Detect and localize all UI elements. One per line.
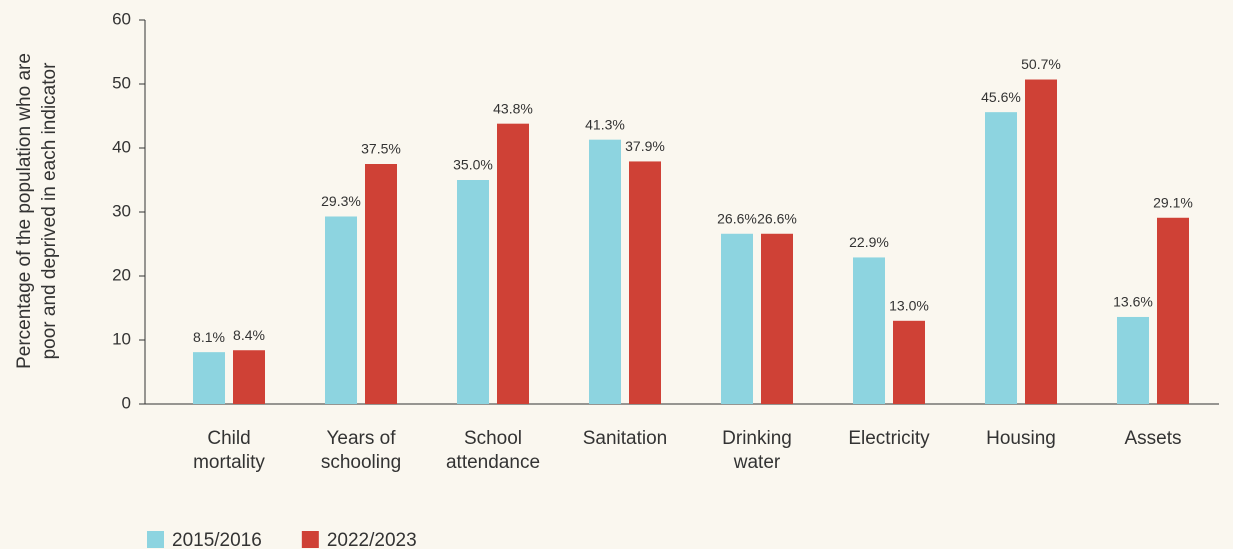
value-label: 8.4% [233,327,265,343]
y-tick-label: 0 [122,393,131,412]
legend-label: 2015/2016 [172,530,262,549]
x-tick-label: School attendance [445,428,541,473]
value-label: 45.6% [981,89,1021,105]
x-tick-label: Sanitation [582,428,668,449]
value-label: 41.3% [585,116,625,132]
value-label: 43.8% [493,100,533,116]
bar [1117,316,1149,404]
bar [1157,217,1189,404]
value-label: 8.1% [193,329,225,345]
y-tick-label: 20 [112,265,131,284]
x-tick-label: Assets [1124,428,1182,449]
bar [365,164,397,404]
bar [497,123,529,405]
value-label: 29.3% [321,193,361,209]
bar [853,257,885,404]
y-tick-label: 60 [112,9,131,28]
value-label: 26.6% [757,210,797,226]
x-tick-label: Child mortality [193,428,265,473]
x-tick-label: Housing [986,428,1056,449]
bar [325,216,357,404]
bar [761,233,793,404]
y-axis-label: Percentage of the population who are poo… [14,53,60,369]
bar [1025,79,1057,405]
value-label: 50.7% [1021,56,1061,72]
value-label: 35.0% [453,157,493,173]
bar [233,350,265,404]
x-tick-label: Drinking water [722,428,792,473]
value-label: 13.0% [889,298,929,314]
y-tick-label: 50 [112,73,131,92]
value-label: 37.5% [361,141,401,157]
legend-swatch [147,531,164,548]
y-tick-label: 30 [112,201,131,220]
bar [457,180,489,404]
bar [893,320,925,404]
value-label: 22.9% [849,234,889,250]
value-label: 29.1% [1153,194,1193,210]
bar [193,352,225,404]
y-tick-label: 10 [112,329,131,348]
bar [985,112,1017,404]
value-label: 37.9% [625,138,665,154]
x-tick-label: Electricity [848,428,930,449]
legend-label: 2022/2023 [327,530,417,549]
y-tick-label: 40 [112,137,131,156]
x-tick-label: Years of schooling [320,428,402,473]
bar [721,233,753,404]
bar [589,139,621,404]
value-label: 26.6% [717,210,757,226]
value-label: 13.6% [1113,294,1153,310]
bar [629,161,661,404]
legend-swatch [301,531,319,548]
